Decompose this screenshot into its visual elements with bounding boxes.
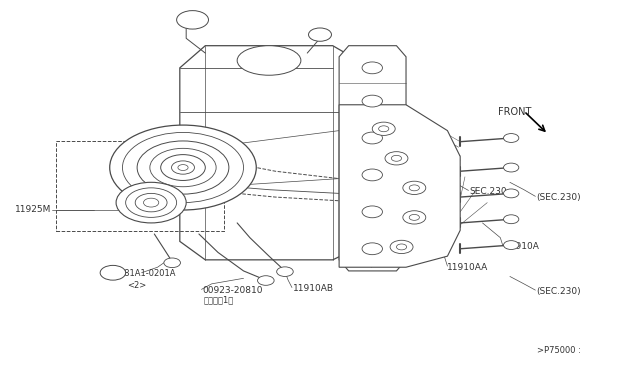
Circle shape [385,152,408,165]
Circle shape [161,155,205,180]
Circle shape [125,188,177,217]
Text: 11935M: 11935M [193,137,229,146]
Circle shape [172,161,195,174]
Circle shape [409,214,419,220]
Text: FRONT: FRONT [499,107,532,117]
Circle shape [409,185,419,191]
Text: B081A1-0201A: B081A1-0201A [113,269,175,278]
Text: 11910A: 11910A [505,243,540,251]
Circle shape [164,258,180,267]
Circle shape [392,155,401,161]
Polygon shape [339,46,406,271]
Ellipse shape [237,46,301,75]
Text: >P75000 :: >P75000 : [537,346,580,355]
Polygon shape [339,105,460,267]
Text: <2>: <2> [127,281,147,290]
Circle shape [396,244,406,250]
Text: (SEC.230): (SEC.230) [537,193,581,202]
Bar [56,141,225,231]
Circle shape [372,122,395,135]
Circle shape [276,267,293,276]
Polygon shape [180,46,371,260]
Circle shape [100,265,125,280]
Circle shape [390,240,413,254]
Text: 11925M: 11925M [15,205,51,215]
Circle shape [504,241,519,250]
Circle shape [362,62,383,74]
Text: 11910AA: 11910AA [447,263,489,272]
Circle shape [257,276,274,285]
Circle shape [362,206,383,218]
Circle shape [116,182,186,223]
Circle shape [122,132,244,203]
Text: 11910AB: 11910AB [293,284,334,293]
Circle shape [403,181,426,195]
Circle shape [362,243,383,255]
Circle shape [137,141,229,194]
Circle shape [504,189,519,198]
Circle shape [379,126,389,132]
Circle shape [362,169,383,181]
Text: 00923-20810: 00923-20810 [202,286,262,295]
Circle shape [362,132,383,144]
Circle shape [504,215,519,224]
Circle shape [135,193,167,212]
Circle shape [150,148,216,187]
Circle shape [178,164,188,170]
Circle shape [403,211,426,224]
Circle shape [143,198,159,207]
Text: SEC.230: SEC.230 [470,187,508,196]
Circle shape [109,125,256,210]
Text: リング（1）: リング（1） [204,295,234,304]
Circle shape [362,95,383,107]
Circle shape [504,163,519,172]
Text: (SEC.230): (SEC.230) [537,287,581,296]
Circle shape [308,28,332,41]
Circle shape [504,134,519,142]
Text: Ⓑ: Ⓑ [106,268,111,278]
Circle shape [177,11,209,29]
